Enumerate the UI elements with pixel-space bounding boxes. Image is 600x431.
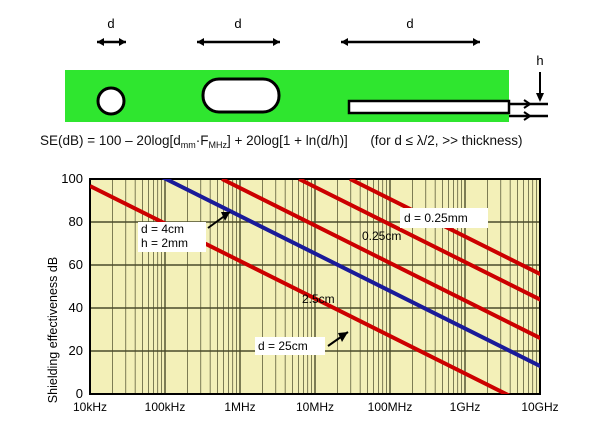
svg-text:d = 0.25mm: d = 0.25mm <box>404 211 468 225</box>
svg-text:80: 80 <box>69 214 83 229</box>
svg-text:100kHz: 100kHz <box>145 400 186 414</box>
svg-text:10kHz: 10kHz <box>73 400 107 414</box>
svg-text:100: 100 <box>61 171 83 186</box>
svg-text:1MHz: 1MHz <box>224 400 255 414</box>
svg-text:40: 40 <box>69 300 83 315</box>
svg-text:Shielding effectiveness dB: Shielding effectiveness dB <box>46 257 60 403</box>
svg-text:d = 25cm: d = 25cm <box>258 339 308 353</box>
svg-text:10MHz: 10MHz <box>296 400 334 414</box>
svg-text:h = 2mm: h = 2mm <box>141 236 188 250</box>
svg-text:0.25cm: 0.25cm <box>362 229 401 243</box>
svg-text:20: 20 <box>69 343 83 358</box>
svg-text:1GHz: 1GHz <box>450 400 481 414</box>
svg-text:100MHz: 100MHz <box>368 400 413 414</box>
svg-text:2.5cm: 2.5cm <box>302 292 335 306</box>
svg-text:10GHz: 10GHz <box>521 400 558 414</box>
svg-text:0: 0 <box>76 386 83 401</box>
svg-text:60: 60 <box>69 257 83 272</box>
svg-text:d = 4cm: d = 4cm <box>141 222 184 236</box>
